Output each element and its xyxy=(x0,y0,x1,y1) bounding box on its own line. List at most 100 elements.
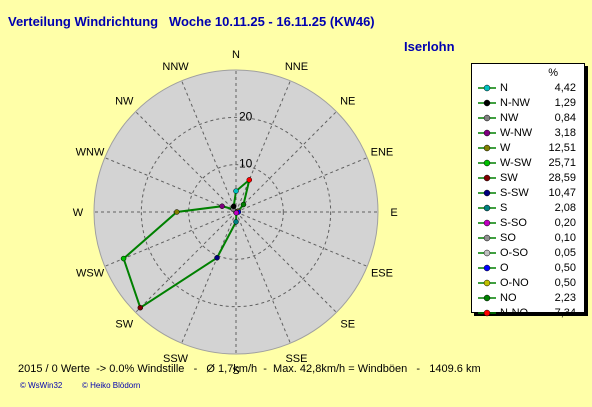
chart-title: Verteilung Windrichtung Woche 10.11.25 -… xyxy=(8,14,375,29)
direction-label-e: E xyxy=(390,207,397,219)
direction-label-ssw: SSW xyxy=(163,353,189,365)
legend-label: SO xyxy=(500,232,516,244)
legend-entry-sw: SW 28,59 xyxy=(472,171,584,186)
legend-marker-icon xyxy=(478,84,496,92)
legend-entry-nw: NW 0,84 xyxy=(472,111,584,126)
legend-value: 0,84 xyxy=(554,112,576,124)
legend-entry-n-no: N-NO 7,34 xyxy=(472,306,584,321)
legend-marker-icon xyxy=(478,159,496,167)
legend-marker-icon xyxy=(478,144,496,152)
legend-label: W xyxy=(500,142,511,154)
legend-marker-icon xyxy=(478,219,496,227)
grid-ring-20 xyxy=(140,116,332,308)
legend-marker-icon xyxy=(478,249,496,257)
legend-entry-s: S 2,08 xyxy=(472,201,584,216)
series-point-w xyxy=(174,209,180,215)
legend-entry-n-nw: N-NW 1,29 xyxy=(472,96,584,111)
series-point-nne xyxy=(246,177,253,183)
copyright-wswin: © WsWin32 xyxy=(20,381,63,390)
legend-value: 12,51 xyxy=(548,142,576,154)
series-point-wsw xyxy=(120,255,127,262)
direction-label-wsw: WSW xyxy=(76,267,105,279)
legend-label: S-SO xyxy=(500,217,527,229)
copyright-author: © Heiko Blödorn xyxy=(82,381,141,390)
legend-label: NW xyxy=(500,112,519,124)
legend-entry-o-no: O-NO 0,50 xyxy=(472,276,584,291)
legend-label: W-NW xyxy=(500,127,533,139)
legend-entry-s-so: S-SO 0,20 xyxy=(472,216,584,231)
grid-ring-10 xyxy=(188,164,284,260)
legend-label: NO xyxy=(500,292,517,304)
legend-label: S xyxy=(500,202,508,214)
legend-label: W-SW xyxy=(500,157,532,169)
legend-value: 1,29 xyxy=(554,97,576,109)
direction-label-w: W xyxy=(73,207,84,219)
ring-tick-label: 10 xyxy=(239,157,253,171)
series-point-wnw xyxy=(219,203,225,209)
legend-label: O-NO xyxy=(500,277,529,289)
footer-stats: 2015 / 0 Werte -> 0.0% Windstille - Ø 1,… xyxy=(18,363,481,375)
series-point-nnw xyxy=(230,203,237,210)
rose-series xyxy=(120,177,253,311)
legend-entry-o-so: O-SO 0,05 xyxy=(472,246,584,261)
series-point-ssw xyxy=(214,255,220,261)
legend-marker-icon xyxy=(478,189,496,197)
legend-value: 3,18 xyxy=(554,127,576,139)
legend-marker-icon xyxy=(478,279,496,287)
direction-label-sse: SSE xyxy=(285,353,307,365)
legend-marker-icon xyxy=(478,99,496,107)
direction-label-wnw: WNW xyxy=(76,147,105,159)
legend-label: N xyxy=(500,82,508,94)
legend-value: 4,42 xyxy=(554,82,576,94)
series-point-n xyxy=(233,188,239,194)
series-point-ne xyxy=(240,201,247,208)
legend-label: S-SW xyxy=(500,187,529,199)
series-point-sw xyxy=(137,304,144,311)
legend-value: 2,23 xyxy=(554,292,576,304)
legend-value: 10,47 xyxy=(548,187,576,199)
legend-entry-o: O 0,50 xyxy=(472,261,584,276)
legend-marker-icon xyxy=(478,294,496,302)
legend-marker-icon xyxy=(478,204,496,212)
series-point-s xyxy=(233,219,239,225)
legend-label: O-SO xyxy=(500,247,529,259)
legend-entry-w-nw: W-NW 3,18 xyxy=(472,126,584,141)
legend-marker-icon xyxy=(478,234,496,242)
legend-label: N-NW xyxy=(500,97,530,109)
legend-value: 28,59 xyxy=(548,172,576,184)
direction-label-nne: NNE xyxy=(285,61,308,73)
direction-label-nnw: NNW xyxy=(162,61,189,73)
series-point-sse xyxy=(233,210,240,216)
legend-value: 0,10 xyxy=(554,232,576,244)
legend-entry-w-sw: W-SW 25,71 xyxy=(472,156,584,171)
legend-label: O xyxy=(500,262,509,274)
legend-label: SW xyxy=(500,172,518,184)
legend-value: 0,50 xyxy=(554,277,576,289)
legend-marker-icon xyxy=(478,174,496,182)
legend-value: 0,50 xyxy=(554,262,576,274)
legend-marker-icon xyxy=(478,309,496,317)
legend-marker-icon xyxy=(478,129,496,137)
legend-value: 0,05 xyxy=(554,247,576,259)
direction-label-s: S xyxy=(232,365,239,377)
legend-entry-w: W 12,51 xyxy=(472,141,584,156)
legend-label: N-NO xyxy=(500,307,529,319)
legend: % N 4,42 N-NW 1,29 NW 0,84 W-NW 3,18 W 12,51 W-SW 2… xyxy=(471,63,585,319)
direction-label-se: SE xyxy=(340,319,355,331)
direction-labels: N NNE NE ENE E ESE SE SSE S SSW SW WSW W WNW NW NNW xyxy=(73,49,398,377)
direction-label-ene: ENE xyxy=(371,147,394,159)
legend-value: 25,71 xyxy=(548,157,576,169)
legend-entry-s-sw: S-SW 10,47 xyxy=(472,186,584,201)
legend-entry-n: N 4,42 xyxy=(472,81,584,96)
legend-marker-icon xyxy=(478,264,496,272)
location-label: Iserlohn xyxy=(404,39,455,54)
direction-label-n: N xyxy=(232,49,240,61)
legend-header: % xyxy=(548,67,558,79)
direction-label-nw: NW xyxy=(115,95,134,107)
legend-entry-so: SO 0,10 xyxy=(472,231,584,246)
direction-label-sw: SW xyxy=(115,319,133,331)
legend-value: 7,34 xyxy=(554,307,576,319)
direction-label-ne: NE xyxy=(340,95,355,107)
direction-label-ese: ESE xyxy=(371,267,393,279)
